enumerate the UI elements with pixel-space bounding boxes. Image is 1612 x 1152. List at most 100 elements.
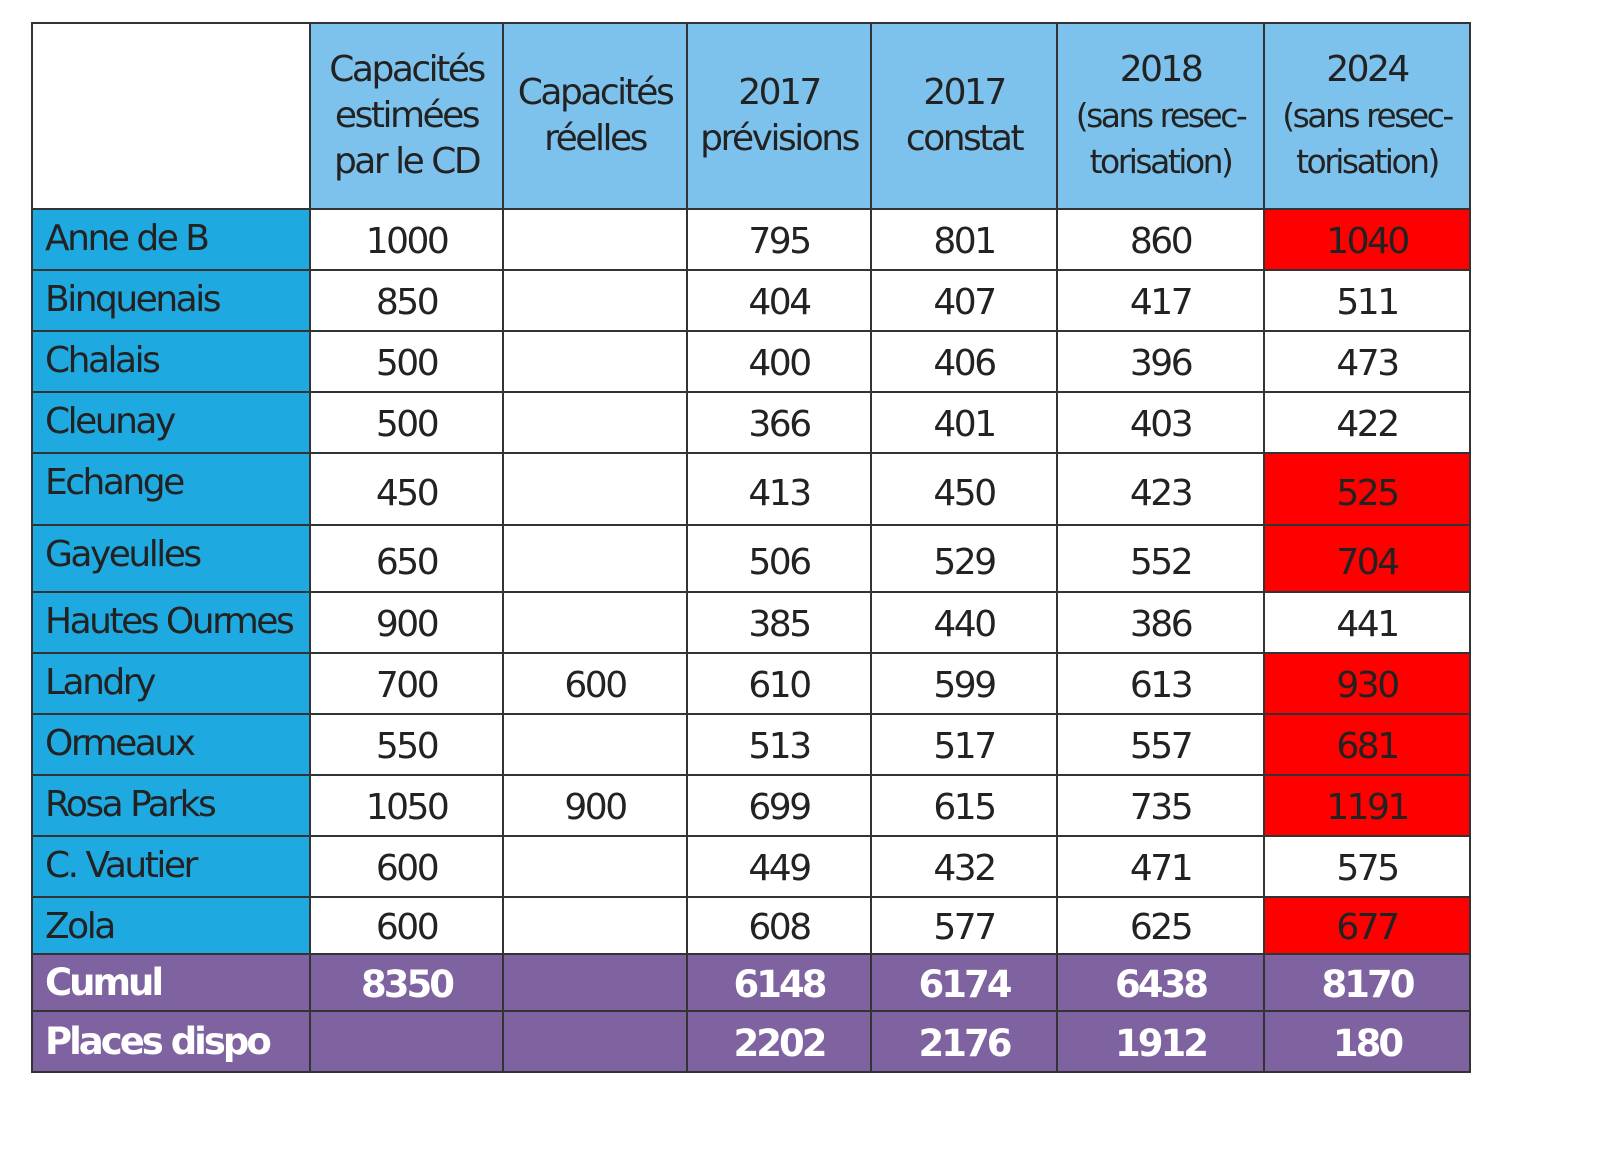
data-cell: 930 <box>1263 652 1471 715</box>
data-cell: 403 <box>1056 391 1265 454</box>
summary-cell: 8170 <box>1263 953 1471 1012</box>
data-cell: 385 <box>686 591 872 654</box>
data-cell <box>502 835 688 898</box>
corner-cell <box>31 22 311 210</box>
column-header-line: torisation) <box>1296 142 1440 181</box>
school-name: Cleunay <box>31 391 311 454</box>
school-name: Gayeulles <box>31 524 311 593</box>
data-cell: 575 <box>1263 835 1471 898</box>
data-cell: 404 <box>686 269 872 332</box>
data-cell <box>502 452 688 526</box>
data-cell: 500 <box>309 330 504 393</box>
data-cell: 600 <box>309 835 504 898</box>
table-row: Landry 700 600 610 599 613 930 <box>31 652 1471 715</box>
column-header-line: 2024 <box>1326 49 1410 90</box>
column-header-line: (sans resec- <box>1282 96 1454 135</box>
summary-cell: 6148 <box>686 953 872 1012</box>
data-cell: 860 <box>1056 208 1265 271</box>
data-cell: 610 <box>686 652 872 715</box>
data-cell: 704 <box>1263 524 1471 593</box>
data-cell: 401 <box>870 391 1058 454</box>
table-row: Echange 450 413 450 423 525 <box>31 452 1471 526</box>
data-cell: 625 <box>1056 896 1265 955</box>
data-cell: 1000 <box>309 208 504 271</box>
column-header: 2024 (sans resec-torisation) <box>1263 22 1471 210</box>
data-cell: 608 <box>686 896 872 955</box>
data-cell: 413 <box>686 452 872 526</box>
data-cell: 600 <box>309 896 504 955</box>
table-row: Gayeulles 650 506 529 552 704 <box>31 524 1471 593</box>
column-header: 2017 constat <box>870 22 1058 210</box>
data-cell: 900 <box>309 591 504 654</box>
school-name: Rosa Parks <box>31 774 311 837</box>
school-name: Chalais <box>31 330 311 393</box>
data-cell: 525 <box>1263 452 1471 526</box>
data-cell: 500 <box>309 391 504 454</box>
data-cell <box>502 896 688 955</box>
school-name: Hautes Ourmes <box>31 591 311 654</box>
data-cell: 441 <box>1263 591 1471 654</box>
data-cell: 450 <box>870 452 1058 526</box>
summary-cell: 180 <box>1263 1010 1471 1073</box>
table-row: C. Vautier 600 449 432 471 575 <box>31 835 1471 898</box>
data-cell: 473 <box>1263 330 1471 393</box>
summary-row: Places dispo 2202 2176 1912 180 <box>31 1010 1471 1073</box>
data-cell: 432 <box>870 835 1058 898</box>
data-cell <box>502 591 688 654</box>
data-cell: 613 <box>1056 652 1265 715</box>
column-header: Capacités estimées par le CD <box>309 22 504 210</box>
column-header-line: estimées <box>334 95 481 136</box>
data-cell: 406 <box>870 330 1058 393</box>
column-header-line: 2017 <box>923 72 1007 113</box>
summary-cell: 6438 <box>1056 953 1265 1012</box>
data-cell: 650 <box>309 524 504 593</box>
data-cell <box>502 713 688 776</box>
capacity-table: Capacités estimées par le CD Capacités réell… <box>31 22 1471 1073</box>
column-header: 2017 prévisions <box>686 22 872 210</box>
data-cell: 407 <box>870 269 1058 332</box>
data-cell: 700 <box>309 652 504 715</box>
table-row: Cleunay 500 366 401 403 422 <box>31 391 1471 454</box>
column-header-line: 2017 <box>738 72 822 113</box>
summary-cell <box>309 1010 504 1073</box>
data-cell: 1040 <box>1263 208 1471 271</box>
data-cell: 850 <box>309 269 504 332</box>
data-cell: 1191 <box>1263 774 1471 837</box>
summary-cell <box>502 1010 688 1073</box>
summary-cell <box>502 953 688 1012</box>
column-header-line: (sans resec- <box>1075 96 1248 135</box>
column-header-line: constat <box>905 118 1025 159</box>
data-cell: 422 <box>1263 391 1471 454</box>
school-name: Zola <box>31 896 311 955</box>
column-header-line: Capacités <box>517 72 675 113</box>
data-cell: 449 <box>686 835 872 898</box>
school-name: C. Vautier <box>31 835 311 898</box>
header-row: Capacités estimées par le CD Capacités réell… <box>31 22 1471 210</box>
data-cell: 557 <box>1056 713 1265 776</box>
data-cell: 471 <box>1056 835 1265 898</box>
data-cell: 735 <box>1056 774 1265 837</box>
data-cell <box>502 269 688 332</box>
data-cell: 699 <box>686 774 872 837</box>
data-cell: 677 <box>1263 896 1471 955</box>
column-header: Capacités réelles <box>502 22 688 210</box>
data-cell: 550 <box>309 713 504 776</box>
data-cell: 440 <box>870 591 1058 654</box>
column-header-line: prévisions <box>700 118 860 159</box>
data-cell: 801 <box>870 208 1058 271</box>
data-cell: 400 <box>686 330 872 393</box>
column-header-line: par le CD <box>333 141 482 182</box>
table-row: Ormeaux 550 513 517 557 681 <box>31 713 1471 776</box>
data-cell: 450 <box>309 452 504 526</box>
data-cell <box>502 391 688 454</box>
column-header-line: torisation) <box>1089 142 1234 181</box>
school-name: Binquenais <box>31 269 311 332</box>
data-cell: 681 <box>1263 713 1471 776</box>
data-cell <box>502 330 688 393</box>
table-row: Anne de B 1000 795 801 860 1040 <box>31 208 1471 271</box>
table-row: Chalais 500 400 406 396 473 <box>31 330 1471 393</box>
summary-row: Cumul 8350 6148 6174 6438 8170 <box>31 953 1471 1012</box>
summary-cell: 1912 <box>1056 1010 1265 1073</box>
data-cell: 615 <box>870 774 1058 837</box>
school-name: Echange <box>31 452 311 526</box>
